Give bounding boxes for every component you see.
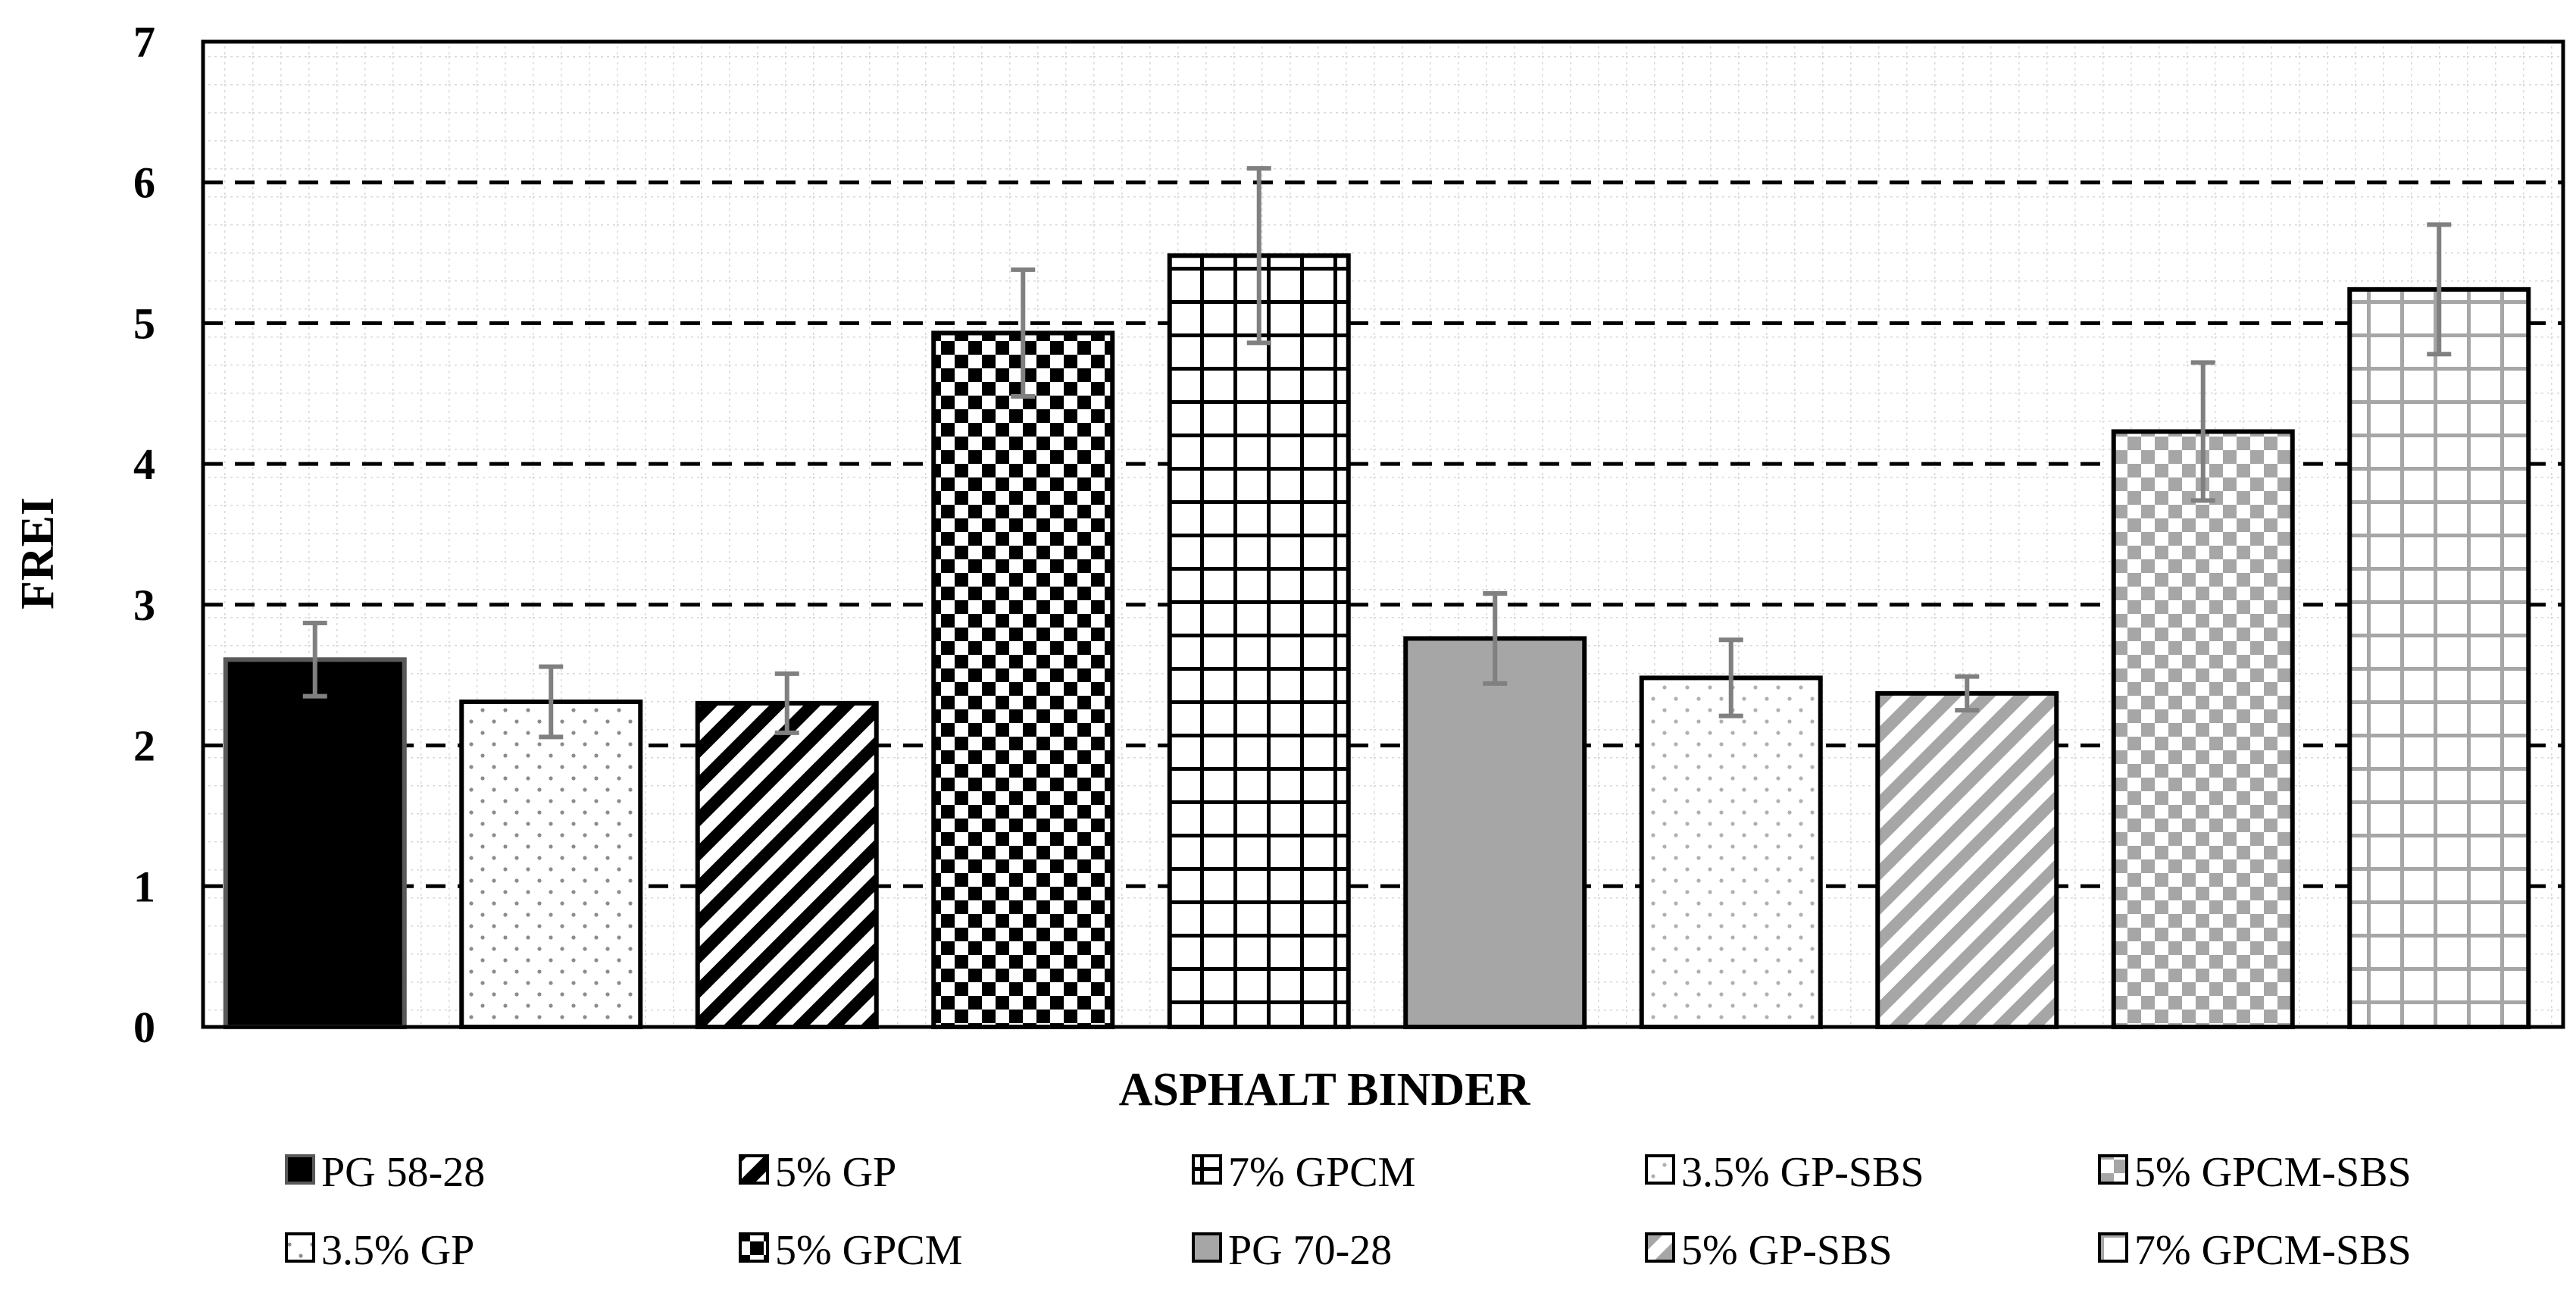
bar-5pct-gpcm <box>931 330 1115 1029</box>
error-bar-5pct-gp <box>774 671 799 735</box>
error-bars <box>302 166 2452 740</box>
legend-item-5pct-gp: 5% GP <box>739 1149 896 1196</box>
error-bar-5pct-gp-sbs <box>1955 674 1980 713</box>
bar-3-5pct-gp <box>459 700 643 1029</box>
legend: PG 58-28 3.5% GP 5% GP 5% GPCM 7% GPCM PG 70-… <box>285 1149 2412 1274</box>
legend-label: PG 58-28 <box>321 1149 485 1196</box>
legend-item-7pct-gpcm-sbs: 7% GPCM-SBS <box>2098 1227 2412 1274</box>
y-tick-label: 6 <box>133 158 155 208</box>
legend-item-5pct-gpcm: 5% GPCM <box>739 1227 962 1274</box>
legend-label: 7% GPCM-SBS <box>2134 1227 2412 1274</box>
legend-swatch <box>1192 1232 1222 1263</box>
legend-label: 3.5% GP <box>321 1227 474 1274</box>
error-bar-5pct-gpcm <box>1011 267 1036 399</box>
bar-5pct-gpcm-sbs <box>2111 429 2295 1029</box>
bar-7pct-gpcm <box>1167 253 1351 1029</box>
legend-item-3-5pct-gp: 3.5% GP <box>285 1227 474 1274</box>
legend-label: 5% GPCM-SBS <box>2134 1149 2412 1196</box>
legend-item-7pct-gpcm: 7% GPCM <box>1192 1149 1415 1196</box>
legend-label: 5% GP-SBS <box>1681 1227 1893 1274</box>
legend-swatch <box>2098 1154 2128 1185</box>
legend-item-3-5pct-gp-sbs: 3.5% GP-SBS <box>1645 1149 1924 1196</box>
y-tick-label: 1 <box>133 862 155 911</box>
legend-item-pg-70-28: PG 70-28 <box>1192 1227 1392 1274</box>
y-tick-label: 4 <box>133 440 155 489</box>
error-bar-7pct-gpcm-sbs <box>2427 222 2452 357</box>
legend-item-5pct-gp-sbs: 5% GP-SBS <box>1645 1227 1893 1274</box>
error-bar-7pct-gpcm <box>1246 166 1271 346</box>
error-bar-3-5pct-gp <box>539 664 564 740</box>
y-tick-label: 3 <box>133 581 155 630</box>
bar-pg-70-28 <box>1403 636 1587 1029</box>
bar-7pct-gpcm-sbs <box>2347 286 2531 1030</box>
legend-label: 5% GP <box>775 1149 896 1196</box>
legend-item-pg-58-28: PG 58-28 <box>285 1149 485 1196</box>
error-bar-3-5pct-gp-sbs <box>1718 637 1743 718</box>
y-axis-title: FREI <box>12 497 64 609</box>
legend-swatch <box>2098 1232 2128 1263</box>
y-axis-ticks: 0 1 2 3 4 5 6 7 <box>133 17 155 1052</box>
error-bar-pg-70-28 <box>1483 591 1508 686</box>
error-bar-5pct-gpcm-sbs <box>2190 360 2215 503</box>
legend-swatch <box>1645 1154 1675 1185</box>
y-tick-label: 0 <box>133 1003 155 1052</box>
legend-label: 3.5% GP-SBS <box>1681 1149 1924 1196</box>
legend-label: 7% GPCM <box>1228 1149 1415 1196</box>
plot-frame <box>201 39 2565 1029</box>
bar-5pct-gp-sbs <box>1875 690 2059 1029</box>
bars <box>223 253 2531 1030</box>
legend-swatch <box>1645 1232 1675 1263</box>
y-tick-label: 7 <box>133 17 155 67</box>
legend-swatch <box>739 1154 769 1185</box>
error-bar-pg-58-28 <box>302 621 327 699</box>
bar-3-5pct-gp-sbs <box>1639 675 1823 1030</box>
x-axis-title: ASPHALT BINDER <box>1119 1064 1531 1116</box>
legend-label: PG 70-28 <box>1228 1227 1392 1274</box>
legend-swatch <box>739 1232 769 1263</box>
legend-swatch <box>285 1232 315 1263</box>
legend-label: 5% GPCM <box>775 1227 962 1274</box>
y-tick-label: 2 <box>133 722 155 771</box>
legend-swatch <box>285 1154 315 1185</box>
legend-item-5pct-gpcm-sbs: 5% GPCM-SBS <box>2098 1149 2412 1196</box>
bar-pg-58-28 <box>223 657 407 1029</box>
bar-5pct-gp <box>695 700 879 1029</box>
y-tick-label: 5 <box>133 299 155 348</box>
legend-swatch <box>1192 1154 1222 1185</box>
